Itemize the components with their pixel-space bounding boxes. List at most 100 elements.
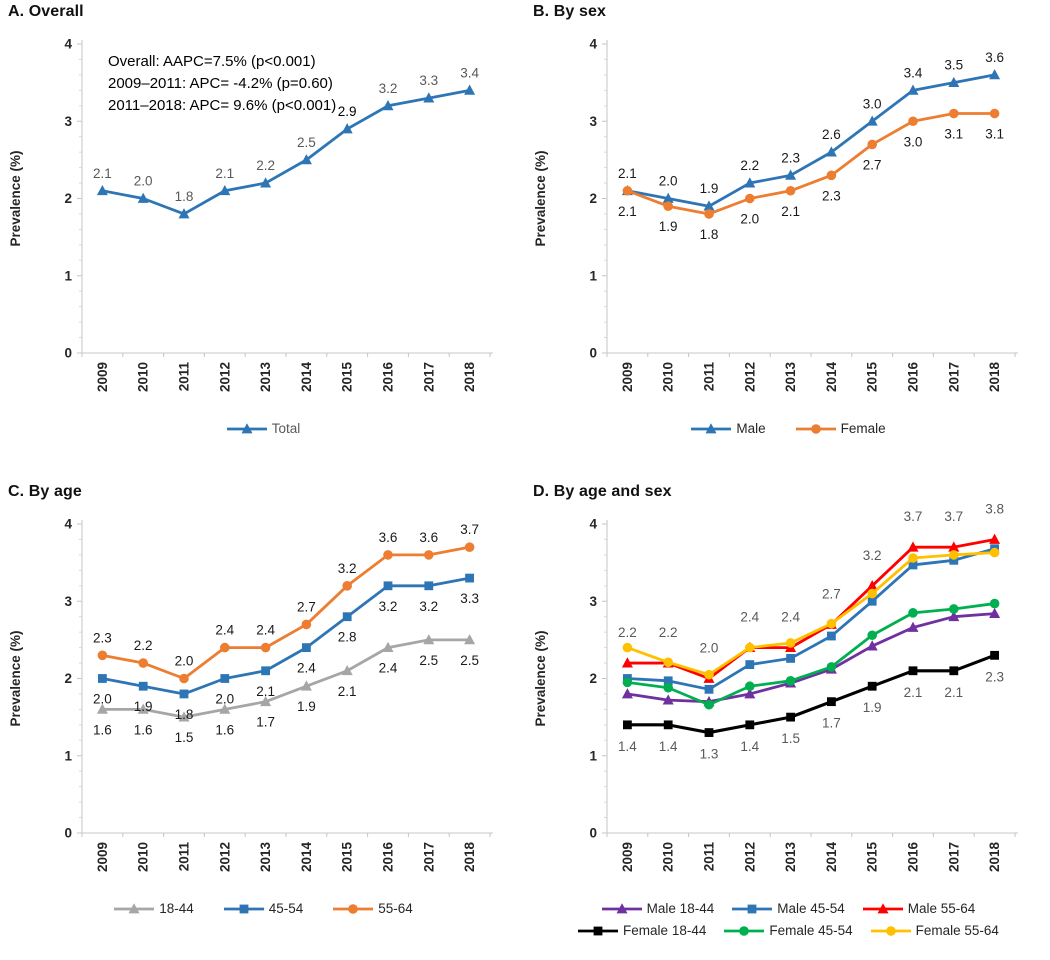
panel-d-chart: 0 1 2 3 4 2009 2010 2011 2012 2013 2014 2015 2016 201…	[533, 501, 1018, 873]
data-point-label: 1.8	[175, 189, 194, 204]
data-point-marker	[745, 642, 755, 653]
series-line	[102, 545, 470, 680]
data-point-marker	[621, 657, 633, 668]
data-point-label: 2.3	[822, 188, 841, 203]
x-axis-tick-label: 2013	[783, 842, 798, 873]
data-point-label: 2.2	[618, 625, 637, 640]
y-axis-tick-label: 3	[589, 114, 597, 129]
x-axis-tick-label: 2018	[462, 362, 477, 393]
data-point-marker	[703, 200, 715, 211]
data-point-marker	[341, 664, 353, 676]
data-point-label: 1.9	[297, 699, 316, 714]
data-point-marker	[949, 555, 959, 565]
data-point-label: 1.4	[659, 739, 678, 754]
panel-a-chart: 0 1 2 3 4 2009 2010 2011 2012 2013 2014 2015 2016 201…	[8, 37, 493, 393]
data-point-label: 2.0	[659, 174, 678, 189]
data-point-label: 3.5	[944, 58, 963, 73]
data-point-marker	[785, 638, 796, 648]
data-point-label: 2.2	[134, 638, 153, 653]
legend-marker-circle-icon	[333, 903, 374, 914]
series-female-55-64	[622, 547, 1000, 680]
data-point-label: 1.4	[618, 739, 637, 754]
panel-a-overall: A. Overall 0 1 2 3 4 2009 2010 2011 2012 2013 2014…	[0, 0, 525, 480]
data-point-label: 2.1	[93, 166, 112, 181]
legend-marker-square-icon	[223, 904, 264, 913]
data-point-marker	[826, 170, 837, 181]
data-point-marker	[866, 640, 878, 651]
data-point-marker	[949, 604, 959, 614]
legend-marker-shape	[747, 904, 757, 913]
data-point-marker	[867, 630, 877, 641]
legend-label: 18-44	[159, 901, 194, 916]
data-point-marker	[786, 654, 795, 663]
series-female-18-44: 1.4 1.4 1.3 1.4 1.5 1.7 1.9 2.1 2.1 2.3	[618, 650, 1004, 762]
x-axis-tick-label: 2018	[987, 362, 1002, 393]
panel-a-title: A. Overall	[8, 3, 84, 20]
data-point-label: 2.8	[338, 630, 357, 645]
data-point-marker	[907, 541, 919, 552]
y-axis-title: Prevalence (%)	[8, 630, 23, 726]
data-point-label: 3.2	[338, 561, 357, 576]
data-point-label: 2.5	[297, 135, 316, 150]
data-point-marker	[623, 720, 632, 730]
legend-item-female-45-54: Female 45-54	[722, 923, 853, 938]
x-axis-tick-label: 2011	[177, 362, 192, 392]
series-total: 2.1 2.0 1.8 2.1 2.2 2.5 2.9 3.2 3.3 3.4	[93, 65, 479, 219]
x-axis-tick-label: 2009	[95, 842, 110, 872]
legend-item-male: Male	[689, 421, 766, 436]
legend-marker-square-icon	[578, 926, 619, 935]
legend-marker-shape	[241, 422, 253, 433]
data-point-label: 2.4	[215, 623, 234, 638]
data-point-marker	[907, 84, 919, 95]
x-axis-tick-label: 2011	[702, 362, 717, 392]
series-line	[102, 638, 470, 719]
data-point-marker	[423, 92, 435, 103]
legend-marker-shape	[239, 904, 249, 913]
series-line	[627, 602, 995, 707]
data-point-marker	[178, 208, 190, 219]
data-point-marker	[866, 115, 878, 126]
y-axis-tick-label: 2	[64, 191, 72, 206]
data-point-marker	[464, 84, 476, 95]
data-point-label: 3.1	[944, 127, 963, 142]
legend-item-male-18-44: Male 18-44	[600, 901, 714, 916]
data-point-marker	[424, 581, 434, 591]
data-point-label: 3.4	[904, 65, 923, 80]
data-point-marker	[989, 69, 1001, 80]
data-point-label: 3.2	[379, 81, 398, 96]
data-point-label: 3.0	[904, 134, 923, 149]
data-point-label: 1.3	[700, 747, 719, 762]
data-point-label: 2.3	[985, 669, 1004, 684]
x-axis-tick-label: 2010	[136, 842, 151, 872]
y-axis-tick-label: 1	[64, 748, 72, 763]
data-point-marker	[989, 547, 1000, 558]
data-point-label: 1.4	[740, 739, 759, 754]
legend-marker-shape	[616, 902, 628, 913]
data-point-marker	[866, 580, 878, 591]
legend-label: Male 55-64	[907, 901, 976, 916]
data-point-label: 2.1	[256, 684, 275, 699]
data-point-marker	[867, 139, 877, 150]
data-point-marker	[179, 673, 189, 684]
legend-label: Male	[736, 421, 766, 436]
data-point-label: 2.1	[215, 166, 234, 181]
data-point-label: 2.7	[863, 157, 882, 172]
data-point-label: 3.2	[419, 599, 438, 614]
panel-c-legend: 18-44 45-54 55-64	[0, 901, 525, 916]
legend-label: Total	[271, 421, 301, 436]
y-axis-tick-label: 1	[589, 748, 597, 763]
x-axis-tick-label: 2010	[661, 842, 676, 872]
x-axis-tick-label: 2014	[824, 842, 839, 873]
data-point-label: 2.1	[618, 204, 637, 219]
data-point-marker	[908, 116, 918, 127]
data-point-marker	[260, 177, 272, 188]
data-point-marker	[137, 192, 149, 203]
data-point-label: 3.4	[460, 65, 479, 80]
data-point-marker	[383, 581, 393, 591]
data-point-marker	[621, 688, 633, 699]
data-point-label: 1.8	[175, 707, 194, 722]
legend-item-female-55-64: Female 55-64	[869, 923, 999, 938]
data-point-label: 1.7	[822, 716, 841, 731]
data-point-label: 2.2	[740, 158, 759, 173]
data-point-marker	[827, 697, 836, 707]
